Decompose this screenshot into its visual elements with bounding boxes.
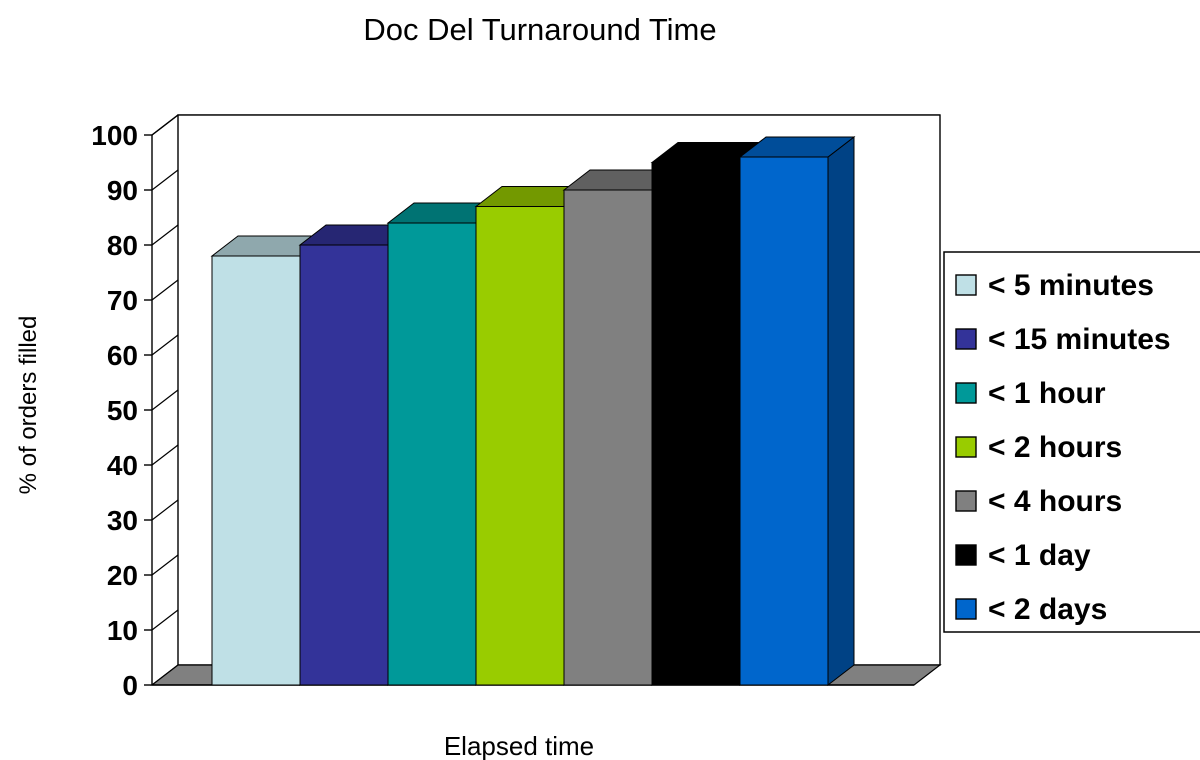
legend-item: < 2 hours — [955, 431, 1122, 464]
side-wall-top-edge — [151, 114, 179, 136]
y-tick-label: 80 — [107, 230, 138, 261]
bar-front-face — [739, 156, 829, 686]
legend-swatch — [955, 436, 977, 458]
legend-label: < 15 minutes — [988, 323, 1171, 356]
legend-item: < 1 hour — [955, 377, 1106, 410]
legend: < 5 minutes < 15 minutes < 1 hour < 2 hours… — [943, 251, 1200, 633]
y-tick-label: 50 — [107, 395, 138, 426]
legend-label: < 4 hours — [988, 485, 1122, 518]
x-axis-label: Elapsed time — [444, 731, 594, 760]
y-tick-label: 10 — [107, 615, 138, 646]
y-tick-label: 100 — [91, 120, 138, 151]
y-tick-label: 30 — [107, 505, 138, 536]
legend-swatch — [955, 382, 977, 404]
bar-front-face — [651, 162, 741, 686]
bar-front-face — [211, 255, 301, 686]
bar-front-face — [299, 244, 389, 686]
bars — [210, 135, 856, 687]
y-tick-label: 60 — [107, 340, 138, 371]
legend-item: < 5 minutes — [955, 269, 1154, 302]
legend-item: < 15 minutes — [955, 323, 1171, 356]
bar-side-face — [827, 135, 855, 687]
legend-item: < 2 days — [955, 593, 1107, 626]
legend-item: < 1 day — [955, 539, 1091, 572]
legend-item: < 4 hours — [955, 485, 1122, 518]
y-tick-label: 0 — [122, 670, 138, 701]
bar-front-face — [387, 222, 477, 686]
y-axis-label: % of orders filled — [15, 316, 42, 495]
legend-swatch — [955, 490, 977, 512]
legend-swatch — [955, 544, 977, 566]
legend-box — [943, 251, 1200, 633]
y-tick-label: 70 — [107, 285, 138, 316]
legend-label: < 1 hour — [988, 377, 1106, 410]
legend-swatch — [955, 328, 977, 350]
legend-label: < 5 minutes — [988, 269, 1154, 302]
bar-front-face — [563, 189, 653, 686]
legend-swatch — [955, 598, 977, 620]
y-tick-label: 90 — [107, 175, 138, 206]
bar-front-face — [475, 206, 565, 686]
legend-label: < 2 hours — [988, 431, 1122, 464]
legend-items: < 5 minutes < 15 minutes < 1 hour < 2 hours… — [955, 269, 1171, 626]
legend-swatch — [955, 274, 977, 296]
chart-title: Doc Del Turnaround Time — [363, 12, 716, 47]
y-axis-ticks: 0 10 20 30 40 50 60 70 80 90 100 — [91, 120, 152, 701]
y-tick-label: 40 — [107, 450, 138, 481]
y-tick-label: 20 — [107, 560, 138, 591]
bar — [738, 135, 856, 687]
legend-label: < 2 days — [988, 593, 1107, 626]
legend-label: < 1 day — [988, 539, 1091, 572]
